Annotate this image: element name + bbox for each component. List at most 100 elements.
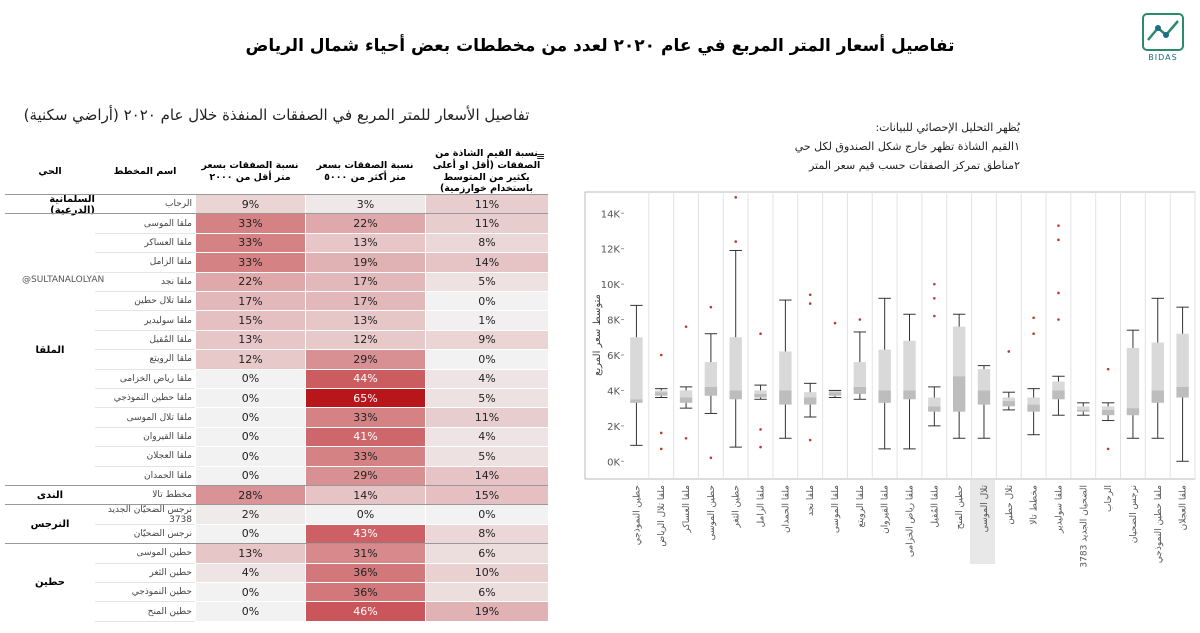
plan-name: نرجس الضحيّان bbox=[95, 525, 195, 545]
box-upper bbox=[1052, 381, 1065, 391]
heat-cell: 4% bbox=[425, 369, 548, 389]
x-tick-label: مخطط تالا bbox=[1030, 485, 1040, 525]
box-lower bbox=[655, 392, 668, 396]
box-lower bbox=[1027, 404, 1040, 412]
y-tick-label: 8K bbox=[607, 316, 620, 327]
x-tick-label: ملقا سوليدير bbox=[1054, 485, 1064, 534]
heat-cell: 0% bbox=[195, 369, 305, 389]
outlier bbox=[734, 196, 738, 199]
outlier bbox=[1057, 291, 1060, 295]
outlier bbox=[1032, 332, 1035, 336]
box-lower bbox=[878, 390, 891, 403]
box-upper bbox=[679, 390, 693, 398]
plan-name: ملقا الزامل bbox=[95, 253, 195, 273]
heat-cell: 29% bbox=[305, 466, 425, 486]
outlier bbox=[1057, 238, 1060, 242]
heat-cell: 0% bbox=[195, 524, 305, 545]
note: ١القيم الشاذة تظهر خارج شكل الصندوق لكل … bbox=[794, 140, 1020, 153]
heat-cell: 14% bbox=[305, 486, 425, 506]
plan-name: ملقا حطين النموذجي bbox=[95, 389, 195, 409]
heat-cell: 9% bbox=[425, 330, 548, 351]
outlier bbox=[1106, 367, 1110, 371]
box-lower bbox=[903, 390, 916, 400]
y-tick-label: 10K bbox=[601, 280, 621, 291]
outlier bbox=[933, 282, 936, 286]
heat-cell: 11% bbox=[425, 214, 548, 234]
x-tick-label: تلال الموسى bbox=[980, 485, 990, 533]
heat-cell: 46% bbox=[305, 602, 425, 622]
plan-name: ملقا الرويتع bbox=[95, 350, 195, 370]
heat-cell: 0% bbox=[195, 408, 305, 428]
box-lower bbox=[630, 399, 643, 403]
y-axis-label: متوسط سعر المربع bbox=[592, 294, 603, 376]
heat-cell: 4% bbox=[425, 427, 548, 448]
outlier bbox=[734, 240, 738, 243]
outlier bbox=[1032, 316, 1035, 320]
heat-cell: 11% bbox=[425, 195, 548, 215]
outlier bbox=[808, 302, 812, 305]
outlier bbox=[759, 428, 762, 431]
box-lower bbox=[853, 386, 867, 394]
outlier bbox=[1057, 318, 1060, 321]
x-tick-label: تلال حطين bbox=[1005, 485, 1015, 525]
heat-cell: 0% bbox=[195, 583, 305, 603]
plan-name: حطين الموسى bbox=[95, 544, 195, 564]
district: الندى bbox=[36, 490, 64, 502]
notes: يُظهر التحليل الإحصائي للبيانات: ١القيم ا… bbox=[590, 118, 1020, 175]
heat-cell: 33% bbox=[305, 447, 425, 467]
x-tick-label: ملقا القيروان bbox=[881, 485, 891, 534]
box-upper bbox=[803, 392, 817, 398]
outlier bbox=[759, 445, 762, 449]
box-lower bbox=[1126, 408, 1140, 416]
heat-cell: 19% bbox=[425, 602, 548, 622]
y-tick-label: 6K bbox=[607, 351, 620, 362]
table-title: تفاصيل الأسعار للمتر المربع في الصفقات ا… bbox=[23, 106, 530, 124]
heat-cell: 17% bbox=[305, 292, 425, 312]
heat-cell: 8% bbox=[425, 524, 548, 545]
box-lower bbox=[928, 406, 941, 412]
y-tick-label: 14K bbox=[601, 209, 621, 220]
box-lower bbox=[729, 390, 742, 400]
heat-cell: 19% bbox=[305, 253, 425, 273]
x-tick-label: ملقا الحمدان bbox=[781, 485, 791, 533]
box-upper bbox=[853, 362, 867, 387]
heat-cell: 0% bbox=[425, 505, 548, 525]
district: السلمانية (الدرعية) bbox=[49, 193, 95, 216]
heat-cell: 0% bbox=[195, 602, 305, 622]
heat-cell: 29% bbox=[305, 350, 425, 370]
box-upper bbox=[1002, 397, 1016, 402]
x-tick-label: نرجس الضحيان bbox=[1129, 485, 1139, 543]
heat-cell: 9% bbox=[195, 195, 305, 215]
box-lower bbox=[704, 386, 718, 396]
x-tick-label: حطين النموذجي bbox=[632, 485, 642, 545]
plan-name: ملقا العجلان bbox=[95, 447, 195, 467]
heat-cell: 17% bbox=[195, 292, 305, 312]
box-lower bbox=[828, 392, 842, 396]
outlier bbox=[684, 325, 688, 328]
heat-cell: 41% bbox=[305, 427, 425, 448]
box-upper bbox=[630, 337, 643, 400]
x-tick-label: حطين الثغر bbox=[732, 485, 742, 529]
outlier bbox=[933, 296, 936, 300]
y-tick-label: 0K bbox=[607, 457, 620, 468]
column-header: الحي bbox=[38, 165, 62, 177]
note: ٢مناطق تمركز الصفقات حسب قيم سعر المتر bbox=[808, 159, 1020, 172]
heat-cell: 13% bbox=[305, 233, 425, 254]
box-upper bbox=[1126, 347, 1140, 409]
heat-cell: 4% bbox=[195, 563, 305, 583]
plan-name: ملقا تلال حطين bbox=[95, 292, 195, 312]
heat-cell: 17% bbox=[305, 272, 425, 292]
heat-cell: 0% bbox=[425, 350, 548, 370]
plan-name: ملقا العساكر bbox=[95, 234, 195, 254]
heat-cell: 33% bbox=[195, 214, 305, 234]
group-line bbox=[5, 485, 548, 486]
outlier bbox=[1106, 447, 1110, 451]
box-upper bbox=[878, 349, 891, 391]
outlier bbox=[833, 321, 837, 325]
plan-name: نرجس الضحيّان الجديد 3738 bbox=[95, 505, 195, 525]
plan-name: الرحاب bbox=[95, 195, 195, 215]
heat-cell: 2% bbox=[195, 505, 305, 525]
logo bbox=[1142, 13, 1184, 51]
heat-cell: 15% bbox=[195, 311, 305, 331]
